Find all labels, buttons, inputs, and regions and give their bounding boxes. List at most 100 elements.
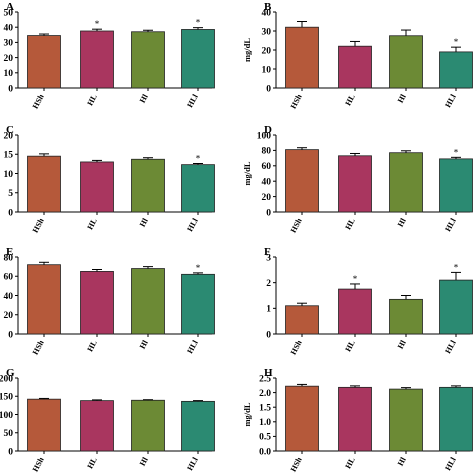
category-label: HL bbox=[343, 217, 356, 231]
chart-panel-g: G 0 50 100 150 200 HSh HL Hl HLl bbox=[0, 367, 215, 473]
category-label: HLl bbox=[443, 338, 458, 355]
y-tick-label: 40 bbox=[262, 8, 272, 18]
y-tick-label: 5 bbox=[8, 189, 13, 199]
chart-panel-b: Bmg/dL 0 10 20 30 40 HSh HL Hl * HLl bbox=[242, 1, 473, 110]
y-tick-label: 0 bbox=[266, 208, 271, 218]
category-label: HL bbox=[85, 339, 98, 353]
category-label: HLl bbox=[443, 216, 458, 233]
y-axis-label: mg/dL bbox=[242, 402, 252, 426]
bar-hsh bbox=[285, 149, 319, 213]
category-label: Hl bbox=[396, 338, 408, 350]
bar-hl bbox=[80, 30, 114, 89]
significance-marker: * bbox=[95, 19, 100, 29]
panel-letter: B bbox=[264, 1, 272, 13]
bar-hll bbox=[439, 158, 473, 213]
bar-hl bbox=[389, 152, 423, 213]
bar-hl bbox=[389, 298, 423, 335]
y-tick-label: 1.0 bbox=[259, 418, 271, 428]
y-tick-label: 0 bbox=[266, 84, 271, 94]
y-tick-label: 150 bbox=[0, 393, 13, 403]
y-tick-label: 20 bbox=[4, 131, 14, 141]
category-label: HSh bbox=[289, 216, 304, 234]
category-label: HSh bbox=[31, 216, 46, 234]
y-tick-label: 200 bbox=[0, 374, 13, 384]
significance-marker: * bbox=[454, 262, 459, 272]
bar-hll bbox=[439, 279, 473, 335]
y-tick-label: 0.5 bbox=[259, 433, 271, 443]
significance-marker: * bbox=[454, 37, 459, 47]
y-axis-label: mg/dL bbox=[242, 38, 252, 62]
category-label: HL bbox=[343, 456, 356, 470]
y-tick-label: 60 bbox=[262, 162, 272, 172]
bar-hl bbox=[389, 388, 423, 452]
bar-hsh bbox=[27, 155, 61, 213]
bar-hl bbox=[80, 271, 114, 335]
y-tick-label: 0 bbox=[8, 330, 13, 340]
y-tick-label: 100 bbox=[0, 411, 13, 421]
category-label: Hl bbox=[396, 92, 408, 104]
significance-marker: * bbox=[196, 153, 201, 163]
category-label: HL bbox=[343, 93, 356, 107]
bar-hl bbox=[338, 386, 372, 452]
category-label: HSh bbox=[31, 338, 46, 356]
category-label: HSh bbox=[31, 455, 46, 473]
bar-hl bbox=[338, 155, 372, 213]
bar-hl bbox=[389, 35, 423, 89]
y-tick-label: 3 bbox=[266, 253, 271, 263]
y-tick-label: 80 bbox=[262, 147, 272, 157]
y-tick-label: 20 bbox=[262, 46, 272, 56]
panel-letter: F bbox=[264, 246, 271, 258]
y-tick-label: 40 bbox=[262, 178, 272, 188]
y-tick-label: 1 bbox=[266, 305, 271, 315]
y-tick-label: 10 bbox=[262, 65, 272, 75]
panel-letter: E bbox=[6, 246, 13, 258]
panel-letter: H bbox=[264, 367, 273, 379]
y-tick-label: 0 bbox=[8, 447, 13, 457]
y-tick-label: 50 bbox=[4, 429, 14, 439]
bar-hl bbox=[338, 45, 372, 89]
y-tick-label: 1.5 bbox=[259, 404, 271, 414]
bar-hl bbox=[338, 288, 372, 335]
category-label: Hl bbox=[138, 216, 150, 228]
panel-letter: D bbox=[264, 124, 272, 136]
y-tick-label: 0 bbox=[8, 84, 13, 94]
bar-hsh bbox=[27, 264, 61, 335]
significance-marker: * bbox=[196, 263, 201, 273]
bar-hll bbox=[181, 29, 215, 89]
bar-hsh bbox=[27, 398, 61, 452]
category-label: HL bbox=[85, 93, 98, 107]
chart-panel-e: E 0 20 40 60 80 HSh HL Hl * HLl bbox=[4, 246, 215, 356]
category-label: HSh bbox=[289, 338, 304, 356]
y-axis-label: mg/dL bbox=[242, 161, 252, 185]
bar-hll bbox=[181, 164, 215, 213]
y-tick-label: 15 bbox=[4, 151, 14, 161]
bar-hl bbox=[80, 400, 114, 452]
category-label: HLl bbox=[443, 455, 458, 472]
chart-panel-c: C 0 5 10 15 20 HSh HL Hl * HLl bbox=[4, 124, 215, 234]
chart-panel-a: A 0 10 20 30 40 50 HSh * HL Hl * HLl bbox=[4, 1, 215, 110]
bar-hll bbox=[181, 400, 215, 452]
y-tick-label: 2 bbox=[266, 279, 271, 289]
category-label: HLl bbox=[185, 338, 200, 355]
bar-hl bbox=[131, 268, 165, 335]
significance-marker: * bbox=[454, 147, 459, 157]
chart-panel-h: Hmg/dL 0.0 0.5 1.0 1.5 2.0 2.5 HSh HL Hl HLl bbox=[242, 367, 473, 473]
y-tick-label: 2.0 bbox=[259, 389, 271, 399]
y-tick-label: 0 bbox=[266, 330, 271, 340]
category-label: HSh bbox=[289, 92, 304, 110]
bar-hsh bbox=[285, 305, 319, 335]
y-tick-label: 30 bbox=[4, 39, 14, 49]
bar-hl bbox=[131, 31, 165, 89]
category-label: Hl bbox=[396, 216, 408, 228]
chart-panel-d: Dmg/dL 0 20 40 60 80 100 HSh HL Hl * HLl bbox=[242, 124, 473, 234]
category-label: Hl bbox=[138, 338, 150, 350]
bar-hll bbox=[181, 273, 215, 335]
bar-hl bbox=[80, 161, 114, 213]
panel-letter: G bbox=[6, 367, 15, 379]
y-tick-label: 20 bbox=[262, 193, 272, 203]
category-label: HLl bbox=[185, 216, 200, 233]
y-tick-label: 20 bbox=[4, 54, 14, 64]
y-tick-label: 0 bbox=[8, 208, 13, 218]
bar-hsh bbox=[285, 26, 319, 89]
